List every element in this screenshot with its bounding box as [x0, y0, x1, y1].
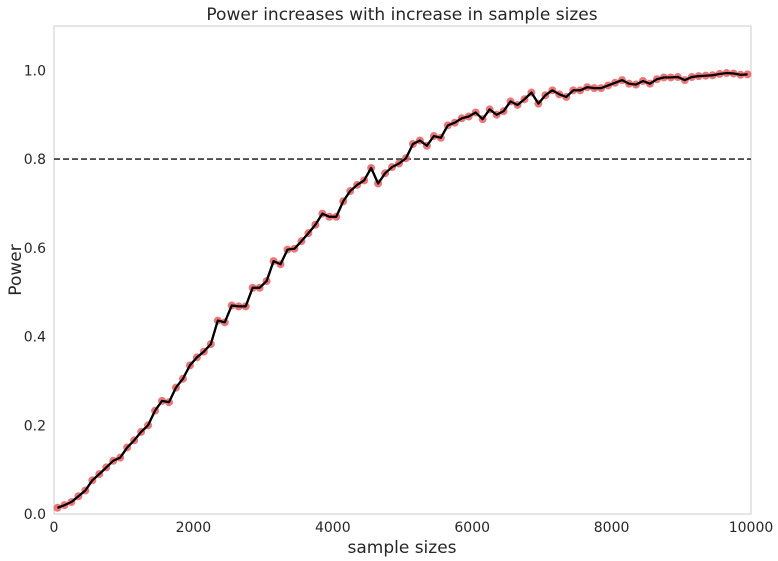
x-tick-label: 10000 — [729, 520, 774, 536]
chart-title: Power increases with increase in sample … — [206, 5, 597, 25]
x-tick-label: 8000 — [594, 520, 630, 536]
x-tick-label: 2000 — [176, 520, 212, 536]
power-line-overlay — [57, 71, 748, 509]
x-tick-label: 0 — [50, 520, 59, 536]
x-axis-label: sample sizes — [347, 538, 456, 558]
x-tick-label: 6000 — [454, 520, 490, 536]
y-tick-label: 0.8 — [24, 152, 46, 168]
y-axis-label: Power — [6, 244, 26, 295]
y-tick-label: 0.0 — [24, 507, 46, 523]
plot-area — [53, 25, 752, 515]
data-point — [743, 70, 752, 79]
y-tick-label: 0.6 — [24, 241, 46, 257]
y-tick-label: 0.4 — [24, 330, 46, 346]
x-tick-label: 4000 — [315, 520, 351, 536]
y-tick-label: 1.0 — [24, 63, 46, 79]
y-tick-label: 0.2 — [24, 418, 46, 434]
